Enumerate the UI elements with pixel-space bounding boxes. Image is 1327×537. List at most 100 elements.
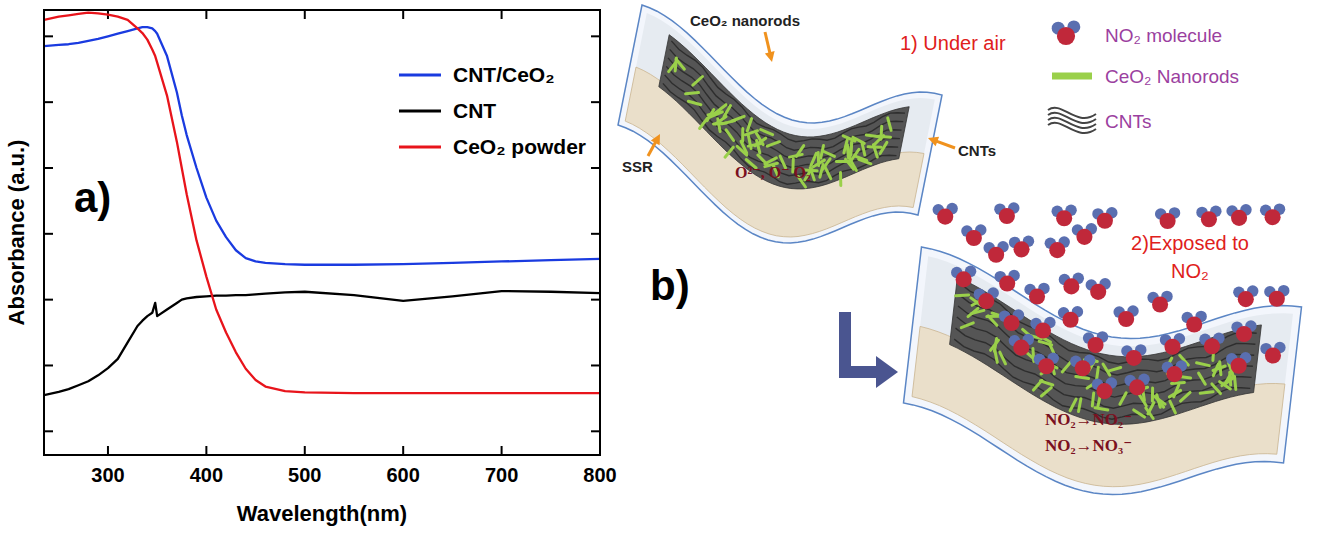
no2-nitrogen (988, 247, 1004, 263)
step2-label: 2)Exposed toNO₂ (1131, 232, 1249, 282)
ceo2-nanorod (1076, 376, 1089, 378)
ceo2-nanorod (1200, 392, 1213, 394)
no2-nitrogen (1075, 360, 1091, 376)
no2-nitrogen (1056, 210, 1072, 226)
no2-molecule (1121, 344, 1146, 366)
no2-nitrogen (1129, 379, 1145, 395)
y-tick (44, 233, 53, 235)
no2-molecule (1155, 207, 1180, 229)
ceo2-nanorod (761, 130, 773, 135)
ceo2-nanorod (725, 147, 733, 157)
ceo2-nanorod (1197, 363, 1210, 366)
legend-swatch (399, 110, 441, 113)
no2-nitrogen (1265, 209, 1281, 225)
ceo2-nanorod (811, 153, 816, 165)
no2-nitrogen (1166, 366, 1182, 382)
ceo2-nanorod (1041, 381, 1053, 385)
ceo2-nanorod (991, 340, 999, 350)
x-tick-label: 600 (386, 464, 419, 486)
panel-label: a) (74, 174, 111, 221)
x-tick (402, 446, 404, 455)
legend-swatch (399, 146, 441, 149)
y-tick (44, 35, 53, 37)
no2-nitrogen (1238, 291, 1254, 307)
legend-swatch (399, 74, 441, 77)
no2-nitrogen (1063, 278, 1079, 294)
plot-frame (44, 10, 600, 455)
ceo2-nanorod (1120, 393, 1126, 404)
cnt-strand (956, 328, 1252, 408)
no2-nitrogen (956, 271, 972, 287)
no2-molecule (994, 202, 1019, 224)
no2-molecule (1024, 283, 1049, 305)
no2-molecule (1199, 332, 1224, 354)
ceo2-nanorod (1169, 390, 1180, 397)
no2-molecule (1226, 352, 1251, 374)
y-tick (44, 101, 53, 103)
pointer-arrow-head (651, 134, 660, 145)
ceo2-nanorod (850, 143, 851, 156)
key-label: NO₂ molecule (1105, 25, 1222, 46)
ceo2-nanorod (971, 310, 984, 313)
ceo2-nanorod (839, 173, 842, 186)
ceo2-nanorod (1181, 392, 1191, 401)
cnt-strand (665, 75, 899, 176)
no2-nitrogen (1087, 337, 1103, 353)
x-tick-top (402, 10, 404, 19)
step1-label: 1) Under air (900, 32, 1006, 54)
key-nanorod (1052, 73, 1092, 80)
ceo2-nanorod (745, 131, 757, 135)
label-nanorods: CeO₂ nanorods (690, 12, 800, 29)
no2-molecule (1160, 333, 1185, 355)
no2-nitrogen (1057, 27, 1075, 45)
ceo2-nanorod (843, 136, 855, 141)
y-tick (44, 299, 53, 301)
no2-nitrogen (999, 276, 1015, 292)
no2-molecule (1092, 377, 1117, 399)
y-tick-right (591, 299, 600, 301)
no2-molecule (999, 309, 1024, 331)
y-tick-right (591, 101, 600, 103)
legend: CNT/CeO₂CNTCeO₂ powder (399, 63, 586, 158)
cnt-layer (659, 35, 909, 189)
no2-nitrogen (1204, 338, 1220, 354)
no2-molecule (951, 266, 976, 288)
ceo2-nanorod (1062, 362, 1071, 372)
pointer-arrow-head (765, 51, 775, 62)
ceo2-nanorod (688, 101, 701, 105)
step2-line: NO₂ (1171, 260, 1209, 282)
no2-nitrogen (1076, 229, 1092, 245)
reaction: NO₂→NO₃⁻ (1045, 436, 1132, 455)
x-tick-label: 800 (583, 464, 616, 486)
ceo2-nanorod (961, 323, 973, 328)
no2-molecule (1233, 285, 1258, 307)
ceo2-nanorod (693, 77, 703, 86)
no2-nitrogen (1186, 316, 1202, 332)
no2-nitrogen (1062, 312, 1078, 328)
ceo2-nanorod (956, 293, 969, 297)
no2-molecule (1162, 360, 1187, 382)
y-tick-right (591, 167, 600, 169)
key-cnt (1048, 123, 1096, 133)
x-tick (501, 446, 503, 455)
no2-molecule (1009, 334, 1034, 356)
no2-nitrogen (1231, 210, 1247, 226)
ceo2-nanorod (714, 123, 727, 124)
ceo2-nanorod (873, 145, 877, 157)
x-tick (304, 446, 306, 455)
series-line (44, 291, 600, 395)
no2-nitrogen (1160, 213, 1176, 229)
ceo2-nanorod (847, 145, 848, 158)
ceo2-nanorod (851, 142, 852, 155)
x-tick-label: 400 (190, 464, 223, 486)
ceo2-nanorod (686, 93, 699, 94)
ceo2-nanorod (1148, 403, 1154, 415)
no2-molecule (1034, 352, 1059, 374)
ceo2-nanorod (748, 144, 761, 147)
no2-nitrogen (1029, 288, 1045, 304)
axes: 300400500600700800 (44, 10, 617, 486)
figure: 300400500600700800Wavelength(nm)Absorban… (0, 0, 1327, 537)
x-axis-title: Wavelength(nm) (237, 501, 407, 526)
ceo2-nanorod (732, 116, 744, 121)
no2-molecule (1264, 285, 1289, 307)
